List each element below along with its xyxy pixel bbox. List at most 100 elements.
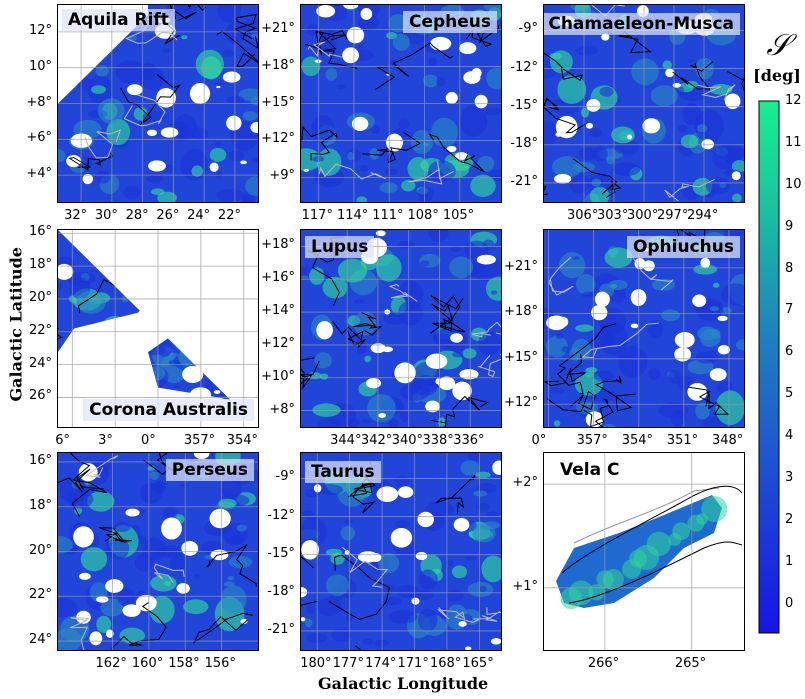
y-axis-title: Galactic Latitude bbox=[6, 247, 26, 402]
map-blob bbox=[473, 490, 488, 497]
x-tick-label: 30° bbox=[94, 208, 118, 223]
map-blob bbox=[142, 537, 167, 561]
map-blob bbox=[731, 160, 744, 173]
map-blob bbox=[572, 256, 580, 260]
map-gap bbox=[452, 381, 472, 401]
x-tick-label: 0° bbox=[531, 433, 547, 448]
map-blob bbox=[602, 569, 624, 591]
map-blob bbox=[410, 130, 434, 155]
map-blob bbox=[449, 256, 474, 279]
map-gap bbox=[687, 382, 708, 401]
map-gap bbox=[390, 528, 413, 548]
map-blob bbox=[316, 148, 342, 176]
y-tick-label: +8° bbox=[269, 401, 295, 417]
contour-grey bbox=[408, 161, 454, 185]
map-gap bbox=[724, 93, 741, 110]
map-gap bbox=[445, 92, 458, 104]
map-blob bbox=[599, 86, 614, 97]
map-blob bbox=[604, 247, 633, 268]
map-blob bbox=[58, 536, 73, 554]
map-blob bbox=[170, 554, 186, 572]
map-blob bbox=[399, 411, 410, 422]
contour-grey bbox=[84, 129, 122, 159]
map-gap bbox=[425, 353, 448, 369]
contour-grey bbox=[581, 322, 659, 359]
map-blob bbox=[302, 510, 314, 518]
map-blob bbox=[172, 384, 181, 389]
map-blob bbox=[606, 155, 615, 165]
map-blob bbox=[651, 278, 676, 291]
map-blob bbox=[156, 339, 173, 357]
x-tick-label: 342° bbox=[360, 433, 393, 448]
map-blob bbox=[58, 149, 66, 163]
y-tick-label: 24° bbox=[28, 355, 52, 371]
map-blob bbox=[163, 164, 176, 173]
map-blob bbox=[183, 599, 209, 615]
map-gap bbox=[455, 152, 468, 160]
map-blob bbox=[578, 147, 597, 161]
y-tick-label: -9° bbox=[275, 469, 295, 485]
map-gap bbox=[476, 254, 496, 265]
panel-taurus: Taurus bbox=[300, 452, 502, 651]
map-gap bbox=[351, 116, 369, 131]
y-tick-label: 12° bbox=[28, 22, 52, 38]
map-gap bbox=[585, 122, 594, 129]
map-blob bbox=[680, 134, 699, 149]
map-cepheus bbox=[301, 5, 501, 202]
map-blob bbox=[561, 346, 570, 353]
map-blob bbox=[647, 320, 664, 339]
x-tick-label: 294° bbox=[687, 208, 719, 223]
y-tick-label: +18° bbox=[261, 57, 295, 73]
map-blob bbox=[693, 264, 718, 275]
map-gap bbox=[554, 174, 572, 184]
contour-black bbox=[159, 5, 197, 45]
map-blob bbox=[322, 276, 348, 299]
map-gap bbox=[105, 629, 114, 638]
map-blob bbox=[214, 141, 222, 147]
map-blob bbox=[695, 351, 718, 364]
x-tick-label: 162° bbox=[95, 656, 127, 671]
map-blob bbox=[460, 460, 480, 476]
map-gap bbox=[105, 579, 124, 593]
contour-grey bbox=[153, 563, 185, 584]
map-gap bbox=[226, 115, 242, 131]
map-blob bbox=[91, 85, 106, 94]
map-gap bbox=[250, 122, 258, 133]
map-blob bbox=[412, 361, 441, 393]
x-tick-label: 265° bbox=[674, 656, 707, 671]
map-blob bbox=[245, 176, 258, 196]
map-blob bbox=[218, 498, 237, 509]
map-gap bbox=[160, 127, 179, 138]
map-gap bbox=[376, 486, 399, 502]
map-blob bbox=[412, 589, 435, 600]
map-gap bbox=[591, 304, 608, 321]
x-tick-label: 3° bbox=[98, 433, 113, 448]
y-tick-label: +12° bbox=[504, 395, 538, 411]
map-gap bbox=[313, 484, 322, 493]
map-gap bbox=[672, 82, 681, 88]
x-tick-label: 351° bbox=[666, 433, 699, 448]
contour-black bbox=[672, 61, 714, 90]
contour-black bbox=[557, 323, 617, 395]
y-tick-label: 24° bbox=[28, 632, 52, 648]
x-tick-label: 303° bbox=[597, 208, 629, 223]
map-blob bbox=[384, 597, 403, 606]
map-blob bbox=[250, 158, 258, 163]
map-blob bbox=[479, 585, 487, 593]
contour-grey bbox=[70, 617, 91, 650]
y-tick-label: +16° bbox=[261, 270, 295, 286]
panel-title-vela-c: Vela C bbox=[560, 460, 620, 480]
map-gap bbox=[161, 517, 182, 540]
map-gap bbox=[458, 620, 467, 627]
map-blob bbox=[364, 355, 372, 363]
map-blob bbox=[418, 608, 438, 632]
colorbar-tick-label: 12 bbox=[785, 93, 802, 108]
x-tick-label: 357° bbox=[183, 433, 216, 448]
map-blob bbox=[678, 124, 688, 133]
x-tick-label: 336° bbox=[453, 433, 485, 448]
colorbar-tick-label: 8 bbox=[785, 260, 794, 276]
map-blob bbox=[310, 115, 335, 144]
y-tick-label: +15° bbox=[504, 349, 538, 365]
map-gap bbox=[314, 59, 322, 63]
map-blob bbox=[428, 56, 438, 67]
